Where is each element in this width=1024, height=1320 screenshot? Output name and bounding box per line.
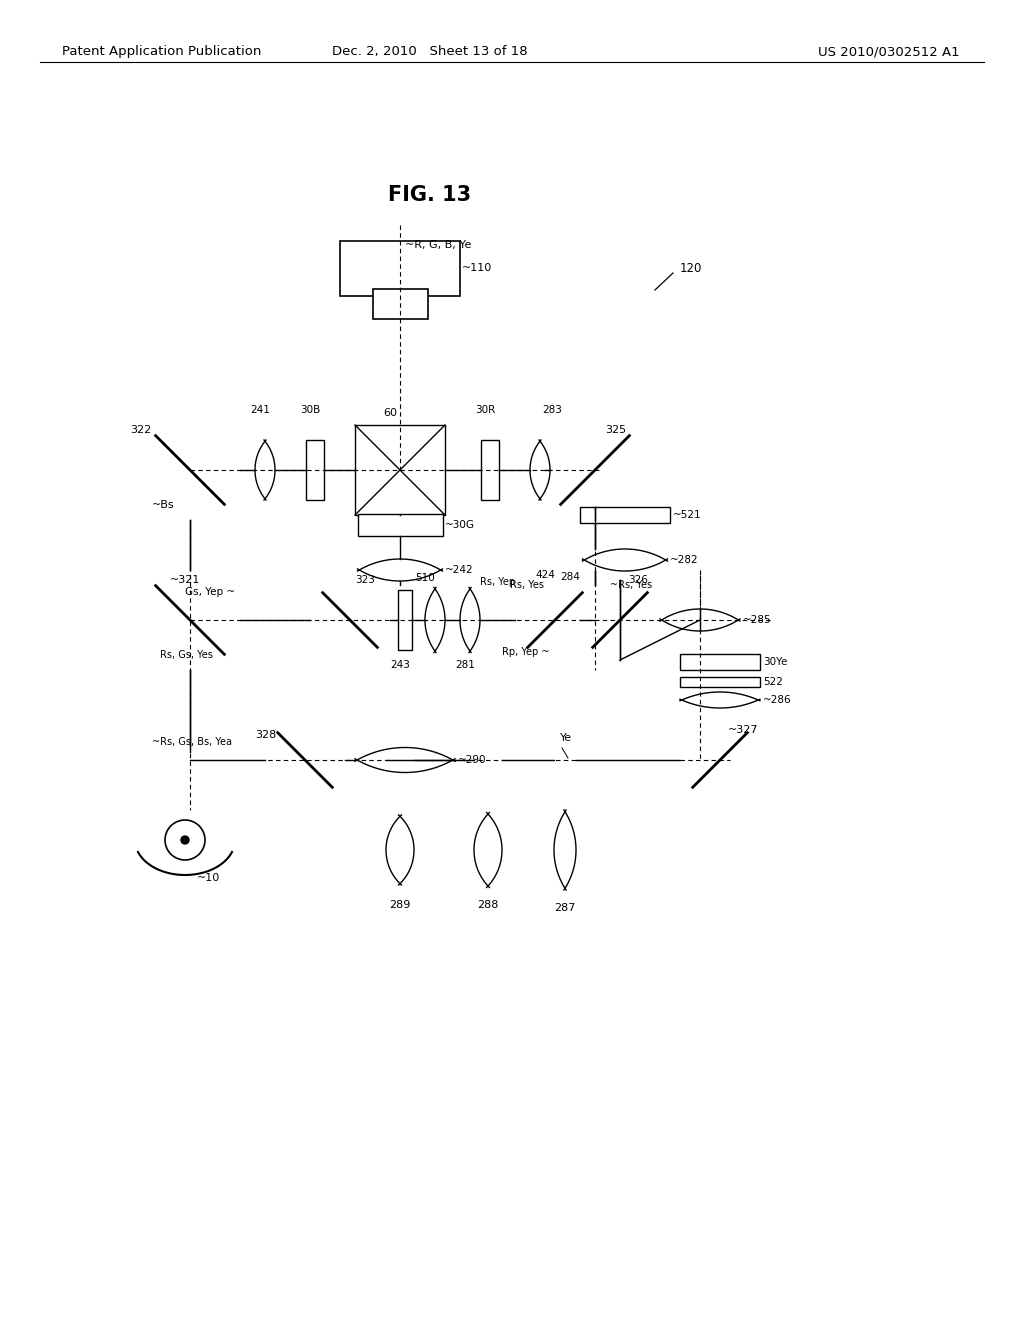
Text: 326: 326 (628, 576, 648, 585)
Text: 522: 522 (763, 677, 783, 686)
Text: 322: 322 (130, 425, 152, 436)
Text: ~321: ~321 (170, 576, 201, 585)
Text: 288: 288 (477, 900, 499, 909)
Text: 328: 328 (255, 730, 276, 741)
Text: 289: 289 (389, 900, 411, 909)
Text: Rs, Yep: Rs, Yep (480, 577, 515, 587)
Text: ~282: ~282 (670, 554, 698, 565)
Text: ~30G: ~30G (445, 520, 475, 531)
Text: 241: 241 (250, 405, 270, 414)
Text: Rs, Gs, Yes: Rs, Gs, Yes (160, 649, 213, 660)
Text: ~327: ~327 (728, 725, 759, 735)
Bar (680, 653, 760, 671)
Text: 120: 120 (680, 261, 702, 275)
Text: ~R, G, B, Ye: ~R, G, B, Ye (406, 240, 471, 249)
Text: 287: 287 (554, 903, 575, 913)
Text: 281: 281 (455, 660, 475, 671)
Text: Rs, Yes: Rs, Yes (510, 579, 544, 590)
Text: ~10: ~10 (197, 873, 220, 883)
Text: ~110: ~110 (462, 263, 493, 273)
Text: 30Ye: 30Ye (763, 657, 787, 667)
Text: 510: 510 (415, 573, 435, 583)
Text: 30B: 30B (300, 405, 321, 414)
Bar (481, 440, 499, 500)
Text: Ye: Ye (560, 733, 572, 743)
Text: Dec. 2, 2010   Sheet 13 of 18: Dec. 2, 2010 Sheet 13 of 18 (332, 45, 527, 58)
Bar (398, 590, 412, 649)
Text: 283: 283 (542, 405, 562, 414)
Text: 243: 243 (390, 660, 410, 671)
Bar (306, 440, 324, 500)
Text: ~Rs, Gs, Bs, Yea: ~Rs, Gs, Bs, Yea (152, 737, 232, 747)
Text: ~286: ~286 (763, 696, 792, 705)
Circle shape (181, 836, 189, 843)
Bar (340, 240, 460, 296)
Text: ~290: ~290 (458, 755, 486, 766)
Bar (373, 289, 427, 319)
Text: 60: 60 (383, 408, 397, 418)
Text: FIG. 13: FIG. 13 (388, 185, 472, 205)
Text: ~285: ~285 (743, 615, 772, 624)
Text: Gs, Yep ~: Gs, Yep ~ (185, 587, 234, 597)
Bar (357, 513, 442, 536)
Text: US 2010/0302512 A1: US 2010/0302512 A1 (818, 45, 961, 58)
Text: ~242: ~242 (445, 565, 474, 576)
Text: 284: 284 (560, 572, 580, 582)
Text: 30R: 30R (475, 405, 496, 414)
Text: 424: 424 (536, 570, 555, 579)
Text: 325: 325 (605, 425, 626, 436)
Text: ~Bs: ~Bs (152, 500, 175, 510)
Text: ~521: ~521 (673, 510, 701, 520)
Text: 323: 323 (355, 576, 375, 585)
Bar (580, 507, 670, 523)
Text: Rp, Yep ~: Rp, Yep ~ (503, 647, 550, 657)
Text: Patent Application Publication: Patent Application Publication (62, 45, 261, 58)
Bar (680, 677, 760, 686)
Bar (355, 425, 445, 515)
Text: ~Rs, Yes: ~Rs, Yes (610, 579, 652, 590)
